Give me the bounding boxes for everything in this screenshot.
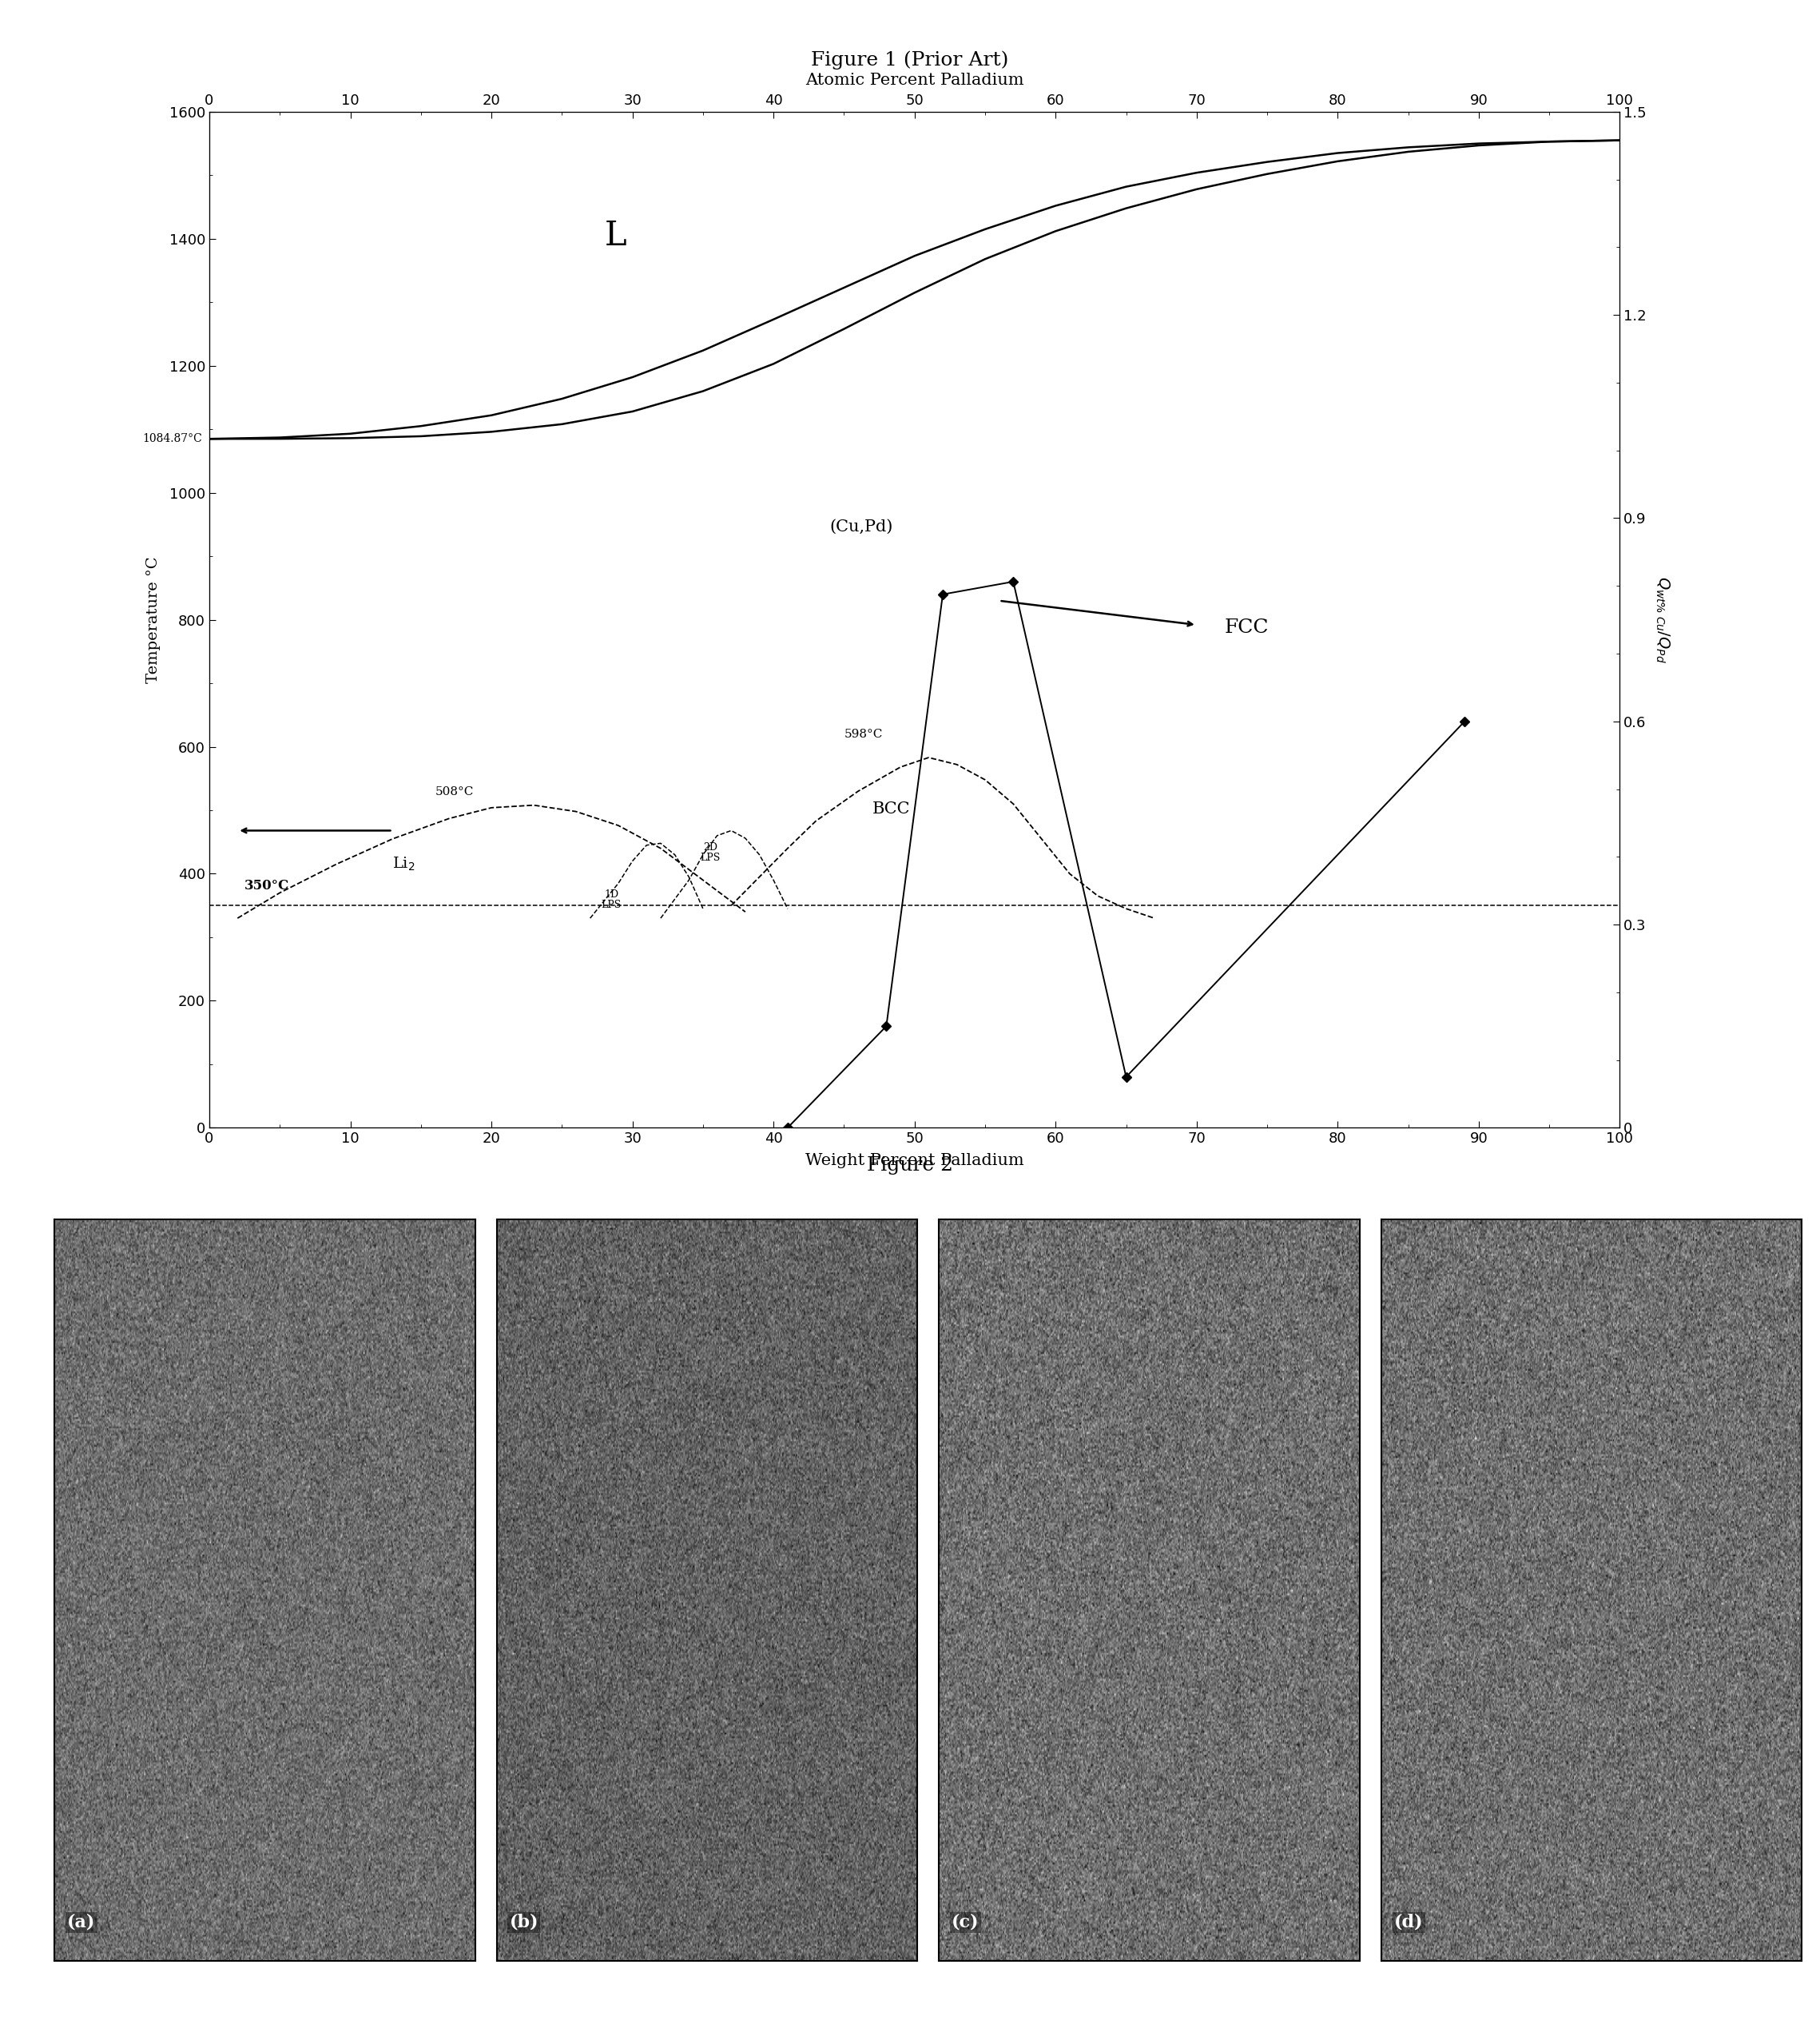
Text: Pd: Pd [213, 1229, 235, 1244]
Text: (a): (a) [67, 1914, 95, 1930]
Text: 350°C: 350°C [244, 880, 289, 892]
Text: 598°C: 598°C [844, 729, 883, 740]
Text: (Cu,Pd): (Cu,Pd) [830, 518, 894, 534]
Text: 508°C: 508°C [435, 786, 473, 797]
Text: Figure 2: Figure 2 [866, 1156, 954, 1174]
Text: 1084.87°C: 1084.87°C [142, 433, 202, 445]
Text: Cu: Cu [198, 1229, 220, 1244]
Text: FCC: FCC [1225, 618, 1269, 636]
Text: 2D
LPS: 2D LPS [701, 841, 721, 864]
Y-axis label: Temperature °C: Temperature °C [146, 557, 160, 683]
Text: (b): (b) [510, 1914, 539, 1930]
Text: BCC: BCC [872, 801, 910, 817]
Text: (c): (c) [952, 1914, 979, 1930]
Text: L: L [604, 219, 626, 252]
Text: 1D
LPS: 1D LPS [601, 890, 621, 910]
X-axis label: Weight Percent Palladium: Weight Percent Palladium [804, 1152, 1025, 1168]
Text: Li$_2$: Li$_2$ [393, 855, 415, 874]
Y-axis label: $Q_{wt\%\ Cu}/Q_{Pd}$: $Q_{wt\%\ Cu}/Q_{Pd}$ [1654, 577, 1671, 662]
Text: (d): (d) [1394, 1914, 1423, 1930]
Text: Figure 1 (Prior Art): Figure 1 (Prior Art) [812, 51, 1008, 69]
X-axis label: Atomic Percent Palladium: Atomic Percent Palladium [804, 73, 1025, 87]
